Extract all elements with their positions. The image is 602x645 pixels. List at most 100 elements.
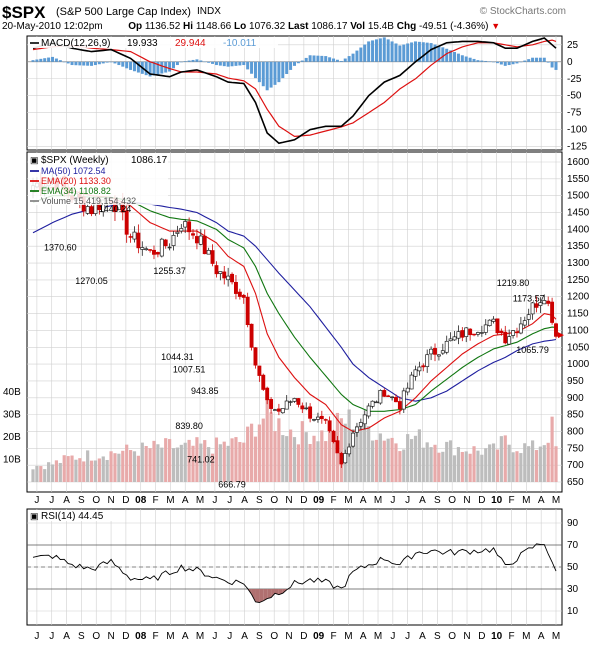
candle-body [366,405,371,417]
candle-body [436,354,441,357]
macd-histogram-bar [218,61,222,66]
macd-histogram-bar [410,42,414,62]
macd-histogram-bar [460,55,464,62]
volume-bar [171,448,176,482]
candle-body [284,400,289,410]
x-axis-label: 08 [135,495,147,506]
price-tick: 650 [567,477,584,488]
volume-bar [179,444,183,482]
macd-histogram-bar [211,61,215,64]
macd-histogram-bar [378,38,382,62]
candle-body [538,302,543,306]
x-axis-label-bottom: S [78,631,85,642]
macd-histogram-bar [499,61,503,65]
legend-entry: MA(50) 1072.54 [41,166,106,176]
price-tick: 1000 [567,359,590,370]
volume-bar [398,451,402,482]
candle-body [370,400,375,407]
macd-histogram-bar [187,60,191,62]
macd-histogram-bar [398,45,402,62]
macd-tick: 0 [567,57,573,68]
candle-body [425,354,430,367]
macd-histogram-bar [507,61,511,66]
volume-bar [425,442,429,482]
macd-histogram-bar [152,61,156,76]
candle-legend-icon: ▣ [30,155,39,165]
candle-body [433,348,437,355]
candle-body [351,432,355,447]
macd-histogram-bar [261,61,265,87]
candle-body [354,426,359,433]
macd-tick: -25 [567,74,582,85]
macd-histogram-bar [468,57,472,62]
x-axis-label: M [522,495,530,506]
rsi-tick: 10 [567,606,579,617]
macd-histogram-bar [546,61,550,63]
price-tick: 1100 [567,325,589,336]
candle-body [503,331,508,344]
candle-body [234,281,238,294]
macd-histogram-bar [54,58,58,62]
macd-histogram-bar [480,60,484,62]
x-axis-label-bottom: M [196,631,204,642]
volume-bar [78,458,82,482]
volume-bar [191,445,195,482]
volume-bar [488,444,492,482]
candle-body [269,399,274,409]
volume-bar [378,433,382,482]
volume-bar [277,418,281,482]
macd-histogram-bar [355,50,359,62]
candle-body [296,398,301,405]
x-axis-label: S [78,495,85,506]
candle-body [210,250,215,264]
volume-bar [445,441,449,482]
macd-histogram-bar [472,58,476,62]
low-value: 1076.32 [249,21,286,32]
x-axis-label: M [196,495,204,506]
macd-histogram-bar [269,61,273,88]
volume-bar [324,441,328,482]
x-axis-label: A [538,495,545,506]
x-axis-label-bottom: A [419,631,426,642]
x-axis-label-bottom: N [463,631,470,642]
volume-bar [113,453,117,482]
macd-histogram-bar [538,57,542,62]
macd-histogram-bar [175,61,179,66]
volume-bar [128,450,133,482]
x-axis-label-bottom: O [448,631,456,642]
candle-body [327,420,332,432]
x-axis-label-bottom: M [522,631,530,642]
x-axis-label-bottom: 09 [313,631,325,642]
price-tick: 950 [567,376,584,387]
candle-body [163,239,168,247]
x-axis-label: M [374,495,382,506]
candle-body [218,271,223,274]
macd-histogram-bar [230,61,234,67]
volume-bar [534,450,539,482]
price-tick: 1500 [567,191,590,202]
macd-histogram-bar [58,60,62,62]
x-axis-label-bottom: A [63,631,70,642]
candle-body [191,233,195,236]
volume-bar [66,456,70,482]
candle-body [89,206,94,215]
candle-body [265,387,270,401]
candle-body [85,206,90,214]
candle-body [397,401,402,410]
candle-body [249,323,254,348]
macd-histogram-bar [207,61,211,63]
macd-histogram-bar [417,41,421,62]
candle-body [288,401,293,403]
volume-bar [296,444,301,482]
macd-histogram-bar [359,47,363,62]
macd-histogram-bar [304,57,308,62]
volume-bar [304,432,308,482]
price-annotation: 1044.31 [161,352,194,362]
macd-histogram-bar [121,61,125,67]
x-axis-label-bottom: J [405,631,410,642]
legend-entry: EMA(34) 1108.82 [41,186,111,196]
price-tick: 900 [567,393,584,404]
candle-body [194,236,199,244]
watermark: © StockCharts.com [479,6,566,17]
volume-bar [160,447,164,482]
